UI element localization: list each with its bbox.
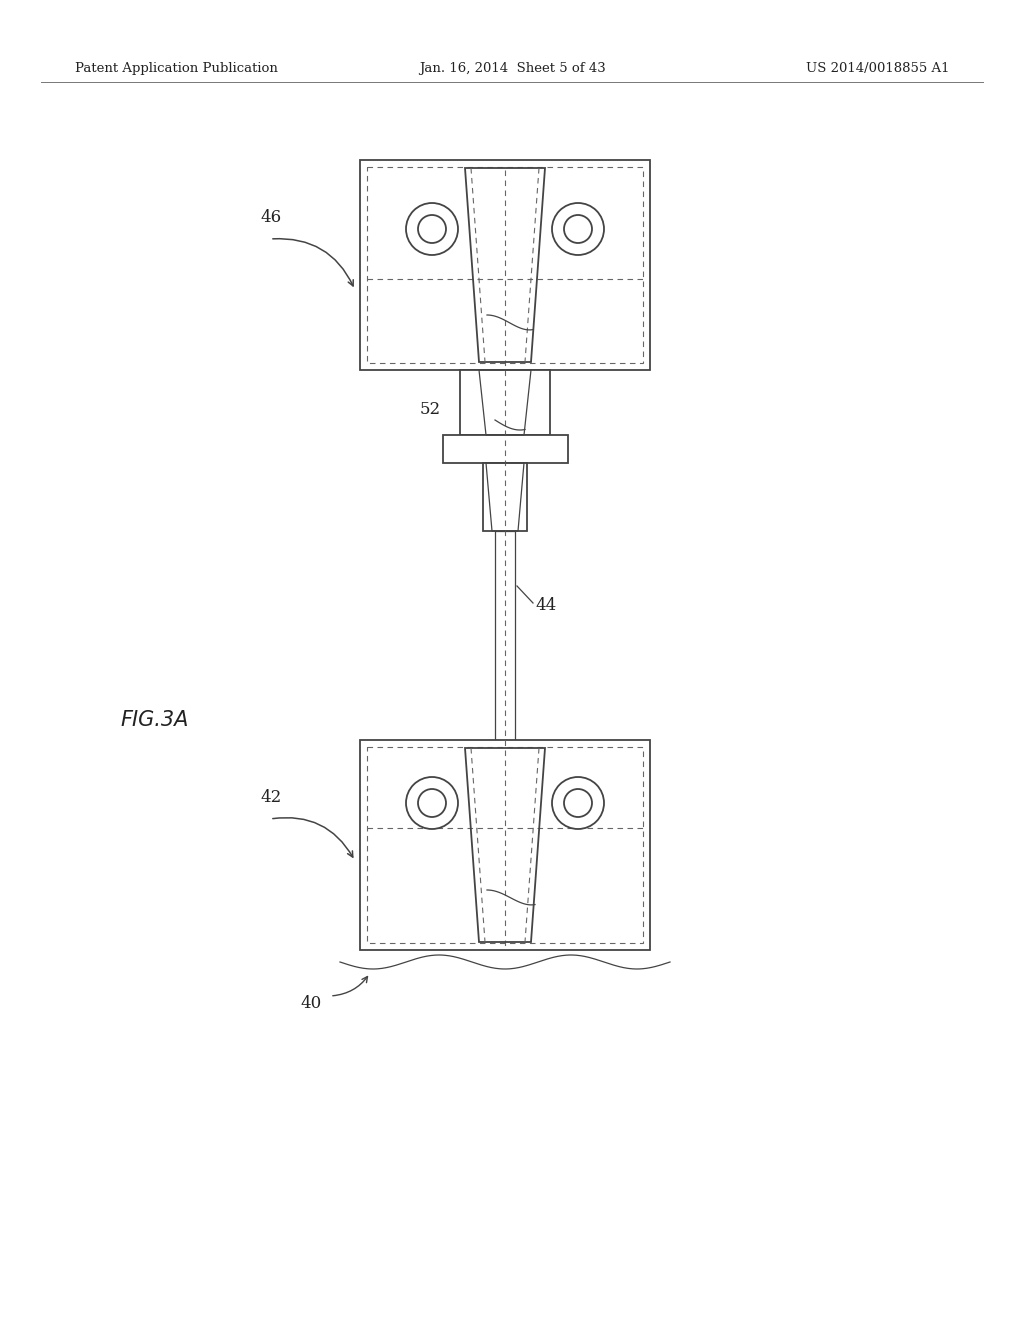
Circle shape xyxy=(406,203,458,255)
Text: 52: 52 xyxy=(420,401,441,418)
Text: FIG.3A: FIG.3A xyxy=(121,710,189,730)
Text: 40: 40 xyxy=(300,994,322,1011)
Bar xyxy=(367,168,643,363)
Text: 46: 46 xyxy=(260,210,282,227)
Circle shape xyxy=(552,203,604,255)
Bar xyxy=(360,160,650,370)
Bar xyxy=(360,741,650,950)
Text: 42: 42 xyxy=(260,789,282,807)
Bar xyxy=(367,747,643,942)
Circle shape xyxy=(406,777,458,829)
Text: US 2014/0018855 A1: US 2014/0018855 A1 xyxy=(807,62,950,75)
Circle shape xyxy=(418,215,446,243)
Text: Patent Application Publication: Patent Application Publication xyxy=(75,62,278,75)
Bar xyxy=(460,370,550,436)
Bar xyxy=(495,531,515,741)
Circle shape xyxy=(418,789,446,817)
Bar xyxy=(443,436,568,463)
Circle shape xyxy=(564,789,592,817)
Circle shape xyxy=(564,215,592,243)
Text: 44: 44 xyxy=(535,598,556,615)
Bar xyxy=(483,463,527,531)
Text: Jan. 16, 2014  Sheet 5 of 43: Jan. 16, 2014 Sheet 5 of 43 xyxy=(419,62,605,75)
Circle shape xyxy=(552,777,604,829)
